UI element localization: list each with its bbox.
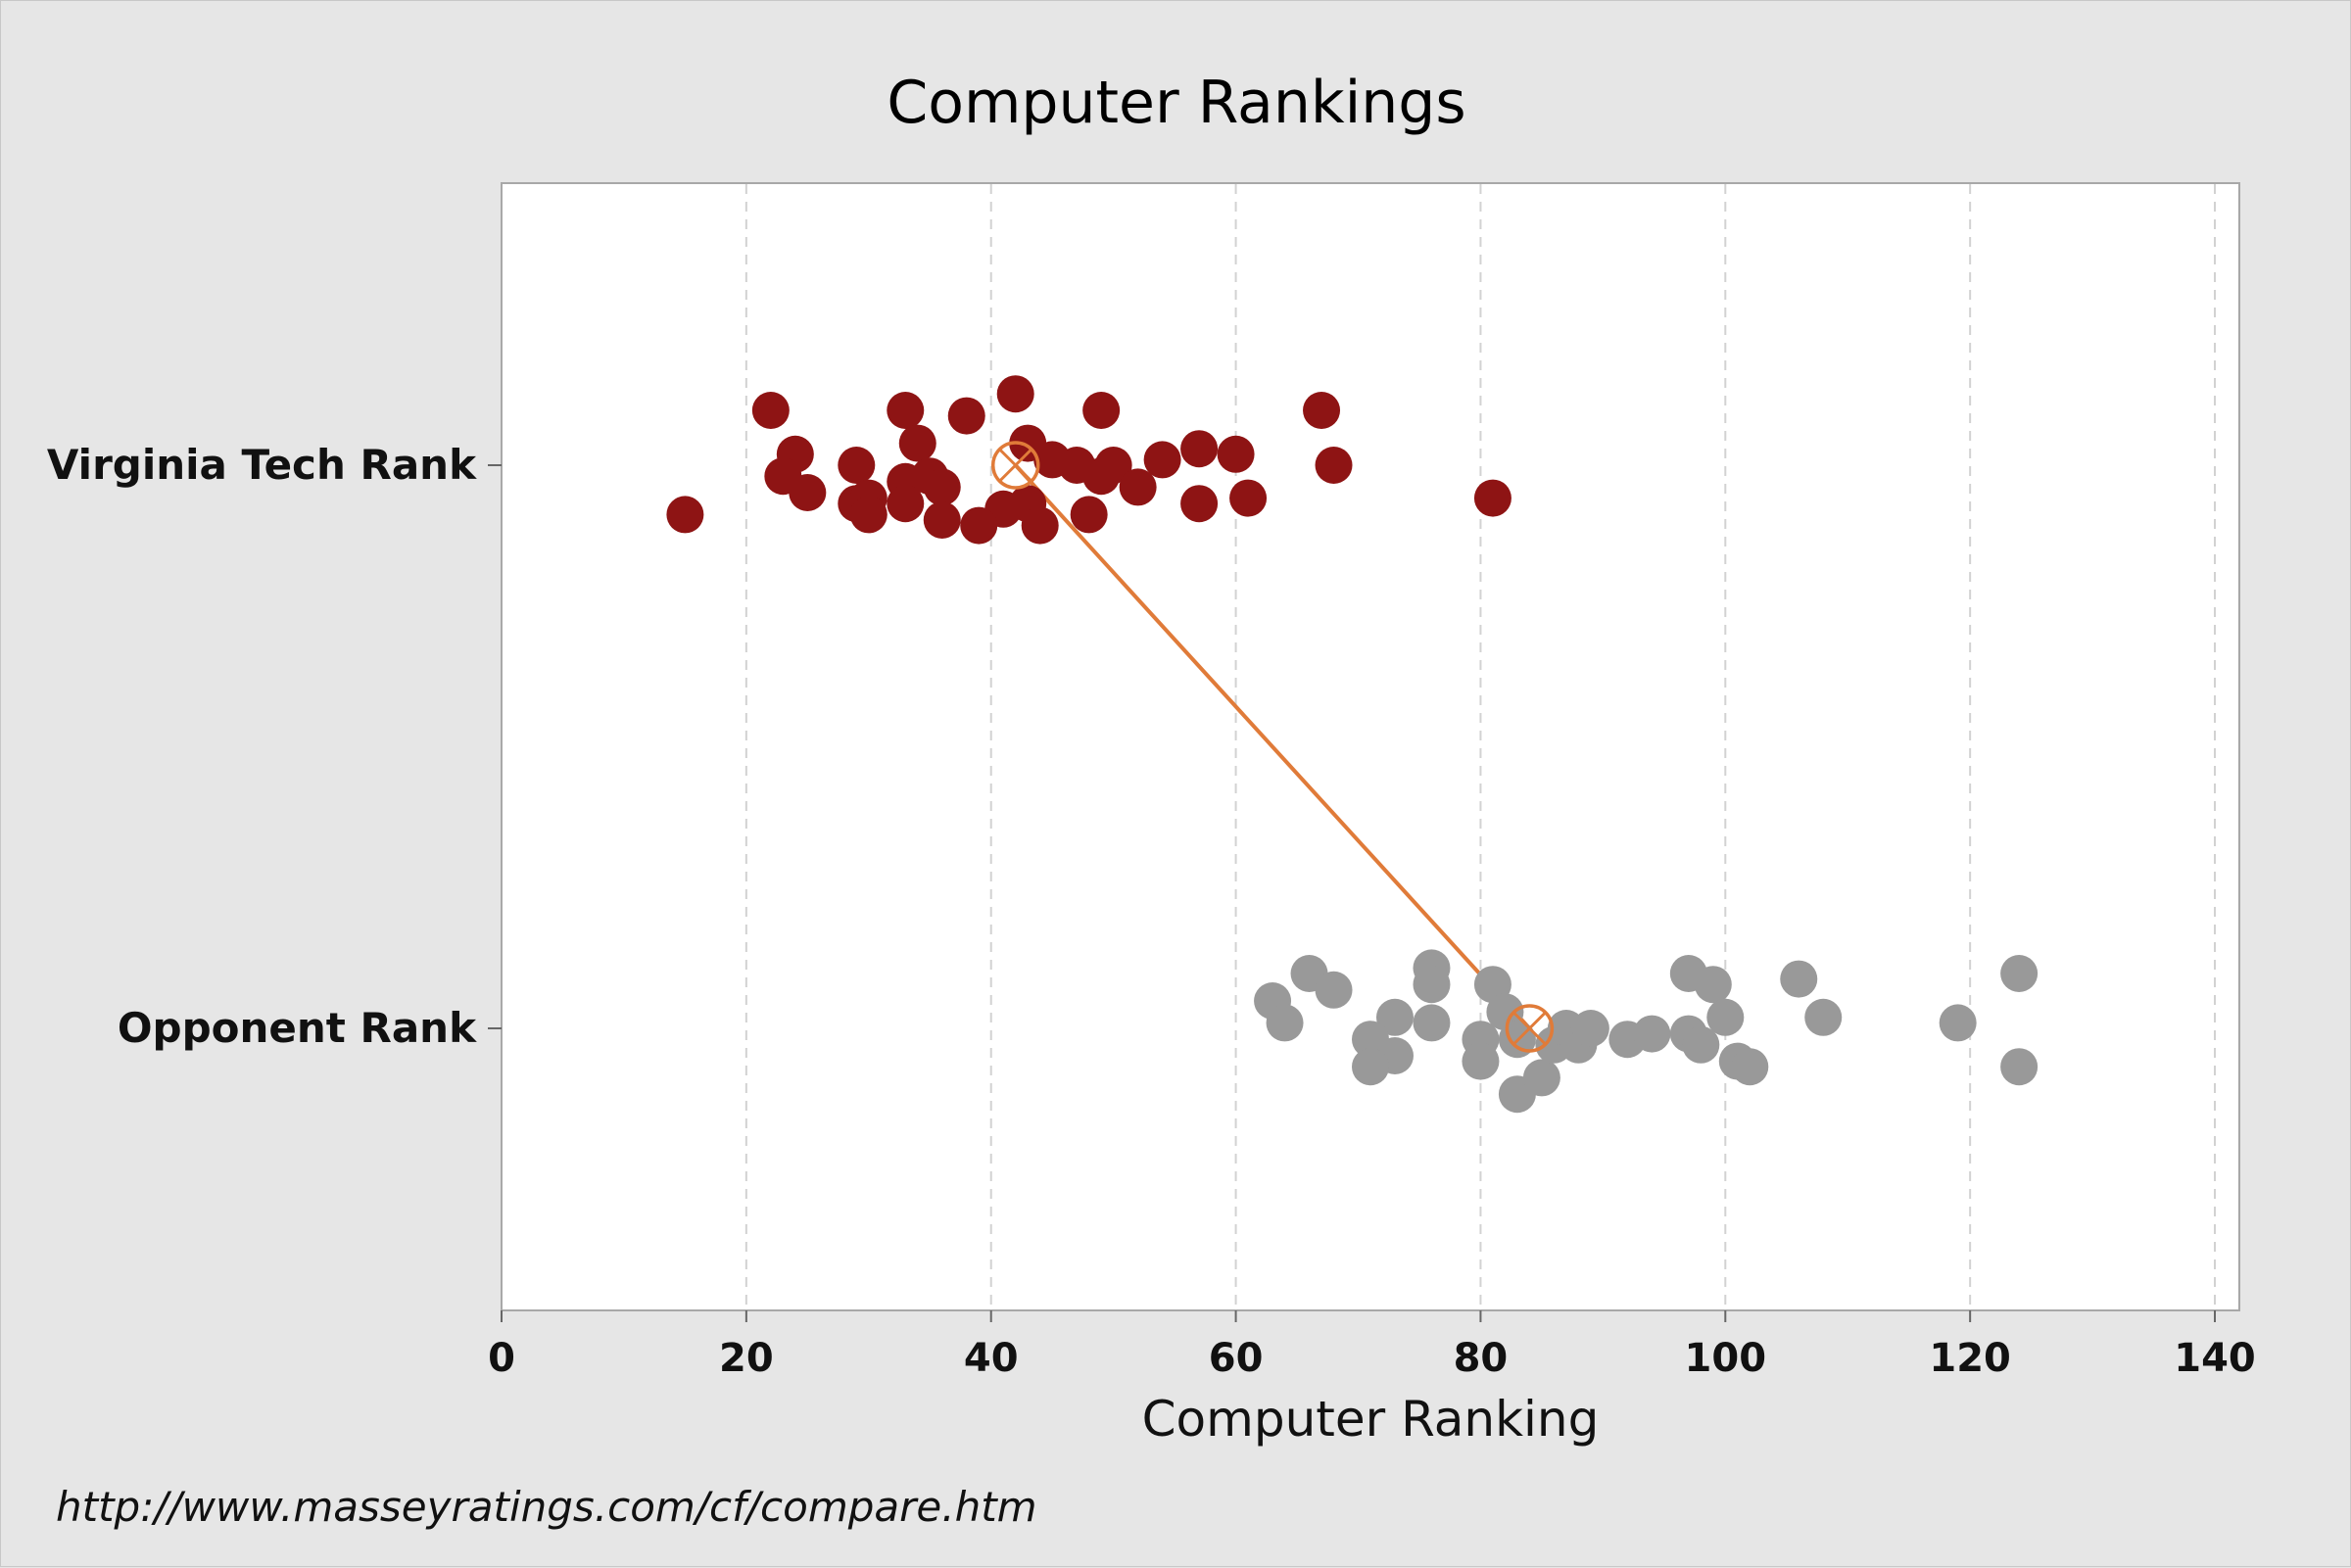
x-tick-label-0: 0 bbox=[488, 1336, 515, 1381]
mean-marker-1 bbox=[1505, 1004, 1555, 1053]
point-0-5 bbox=[1303, 392, 1341, 429]
mean-marker-ring-1 bbox=[1505, 1004, 1555, 1053]
grid-lines bbox=[744, 184, 2217, 1309]
mean-markers bbox=[990, 441, 1555, 1053]
point-1-32 bbox=[1804, 998, 1843, 1036]
x-axis-ticks: 0 20 40 60 80 100 120 140 bbox=[488, 1310, 2256, 1381]
point-1-5 bbox=[1413, 966, 1451, 1004]
point-0-14 bbox=[1217, 435, 1255, 473]
point-0-27 bbox=[849, 496, 888, 534]
point-0-35 bbox=[923, 501, 961, 539]
point-0-15 bbox=[1315, 447, 1353, 484]
point-0-1 bbox=[887, 392, 925, 429]
x-tick-label-60: 60 bbox=[1209, 1336, 1264, 1381]
point-0-12 bbox=[1143, 441, 1181, 479]
point-1-34 bbox=[2000, 955, 2039, 992]
mean-connect-line bbox=[1014, 463, 1531, 1030]
x-tick-label-80: 80 bbox=[1454, 1336, 1509, 1381]
x-tick-label-120: 120 bbox=[1929, 1336, 2011, 1381]
point-1-10 bbox=[1352, 1048, 1389, 1086]
point-1-30 bbox=[1731, 1048, 1769, 1086]
point-1-28 bbox=[1706, 998, 1745, 1036]
plot-area bbox=[501, 182, 2240, 1311]
point-1-7 bbox=[1413, 1004, 1451, 1042]
point-1-23 bbox=[1633, 1015, 1671, 1053]
point-0-0 bbox=[751, 392, 790, 429]
point-0-7 bbox=[898, 424, 936, 462]
chart-title: Computer Rankings bbox=[887, 69, 1465, 137]
point-0-33 bbox=[1473, 479, 1511, 517]
x-axis-title: Computer Ranking bbox=[1142, 1391, 1600, 1448]
point-1-21 bbox=[1571, 1010, 1609, 1047]
point-1-1 bbox=[1315, 971, 1353, 1009]
point-0-30 bbox=[1070, 496, 1108, 534]
point-0-3 bbox=[996, 375, 1034, 413]
mean-marker-ring-0 bbox=[990, 441, 1040, 490]
point-0-21 bbox=[1082, 457, 1121, 496]
point-0-34 bbox=[666, 496, 704, 534]
data-points bbox=[666, 375, 2039, 1114]
point-1-35 bbox=[2000, 1048, 2039, 1086]
source-url: http://www.masseyratings.com/cf/compare.… bbox=[56, 1483, 1037, 1531]
x-tick-label-40: 40 bbox=[964, 1336, 1019, 1381]
point-0-20 bbox=[923, 468, 961, 506]
mean-marker-cross-b-1 bbox=[1512, 1011, 1547, 1046]
point-1-14 bbox=[1522, 1059, 1560, 1097]
x-tick-label-20: 20 bbox=[719, 1336, 774, 1381]
mean-marker-cross-b-0 bbox=[998, 448, 1032, 483]
mean-connector bbox=[1014, 463, 1531, 1030]
point-0-17 bbox=[838, 447, 876, 484]
point-0-2 bbox=[947, 397, 985, 435]
point-0-32 bbox=[1229, 479, 1268, 517]
point-0-22 bbox=[1119, 468, 1157, 506]
point-0-36 bbox=[960, 506, 998, 545]
point-1-27 bbox=[1682, 1025, 1720, 1064]
point-1-33 bbox=[1939, 1004, 1977, 1042]
point-1-3 bbox=[1266, 1004, 1304, 1042]
point-1-25 bbox=[1694, 966, 1732, 1004]
point-1-12 bbox=[1462, 1042, 1500, 1080]
point-0-23 bbox=[789, 474, 827, 511]
point-0-4 bbox=[1082, 392, 1121, 429]
point-1-6 bbox=[1375, 998, 1414, 1036]
point-0-37 bbox=[1021, 506, 1059, 545]
y-category-label-0: Virginia Tech Rank bbox=[47, 441, 477, 489]
point-1-31 bbox=[1780, 960, 1818, 998]
point-0-31 bbox=[1180, 485, 1219, 523]
point-0-13 bbox=[1180, 430, 1219, 468]
x-tick-label-100: 100 bbox=[1685, 1336, 1767, 1381]
point-0-26 bbox=[887, 485, 925, 523]
y-category-label-1: Opponent Rank bbox=[118, 1004, 477, 1052]
x-tick-label-140: 140 bbox=[2174, 1336, 2256, 1381]
y-axis-categories: Virginia Tech Rank Opponent Rank bbox=[47, 441, 502, 1052]
mean-marker-0 bbox=[990, 441, 1040, 490]
